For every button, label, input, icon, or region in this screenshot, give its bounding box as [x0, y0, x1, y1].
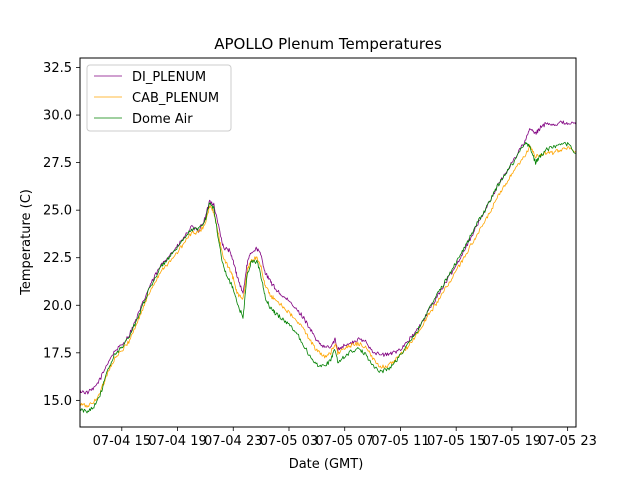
x-tick-label: 07-05 03 — [260, 434, 318, 449]
legend-label-dome-air: Dome Air — [132, 112, 193, 127]
y-tick-label: 15.0 — [43, 394, 72, 409]
y-tick-label: 32.5 — [43, 61, 72, 76]
series-layer — [79, 120, 577, 414]
x-tick-label: 07-04 15 — [93, 434, 151, 449]
y-axis-label: Temperature (C) — [19, 189, 34, 296]
x-tick-label: 07-05 11 — [371, 434, 429, 449]
legend-label-cab-plenum: CAB_PLENUM — [132, 91, 219, 106]
y-tick-label: 17.5 — [43, 346, 72, 361]
series-line-dome-air — [79, 141, 577, 414]
series-line-cab-plenum — [79, 144, 577, 408]
legend: DI_PLENUM CAB_PLENUM Dome Air — [86, 64, 232, 132]
y-tick-label: 27.5 — [43, 156, 72, 171]
x-tick-label: 07-05 23 — [538, 434, 596, 449]
y-tick-label: 30.0 — [43, 109, 72, 124]
y-tick-label: 20.0 — [43, 299, 72, 314]
y-tick-label: 25.0 — [43, 204, 72, 219]
x-tick-label: 07-05 15 — [427, 434, 485, 449]
x-tick-label: 07-05 19 — [483, 434, 541, 449]
y-tick-label: 22.5 — [43, 251, 72, 266]
legend-label-di-plenum: DI_PLENUM — [132, 70, 206, 85]
legend-frame — [86, 64, 232, 132]
plot-area-frame — [79, 57, 577, 428]
x-tick-label: 07-04 19 — [148, 434, 206, 449]
x-axis-label: Date (GMT) — [289, 457, 364, 472]
chart-title: APOLLO Plenum Temperatures — [214, 35, 442, 53]
x-tick-label: 07-05 07 — [315, 434, 373, 449]
x-tick-label: 07-04 23 — [204, 434, 262, 449]
